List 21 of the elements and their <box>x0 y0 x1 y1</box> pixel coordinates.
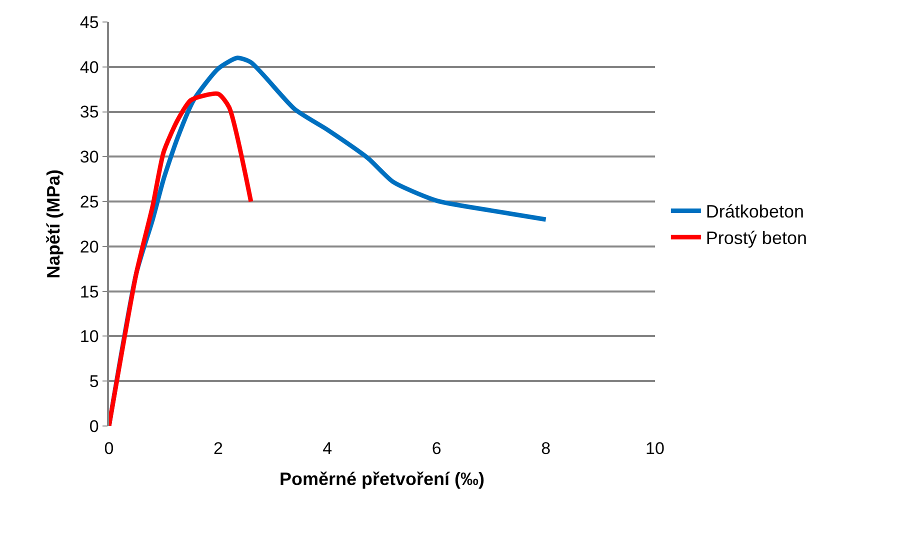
legend-label: Drátkobeton <box>706 202 804 222</box>
x-tick-label: 10 <box>646 439 664 458</box>
y-tick-label: 15 <box>80 282 99 302</box>
y-tick-label: 45 <box>80 12 99 32</box>
x-axis-title: Poměrné přetvoření (‰) <box>279 469 485 490</box>
legend-label: Prostý beton <box>706 228 807 248</box>
x-tick-label: 8 <box>541 439 551 458</box>
x-tick-label: 4 <box>322 439 332 458</box>
y-tick-label: 35 <box>80 102 99 122</box>
y-tick-label: 40 <box>80 58 99 77</box>
y-tick-label: 5 <box>89 372 99 392</box>
x-tick-label: 0 <box>104 439 114 458</box>
line-series <box>109 91 254 426</box>
y-tick-label: 30 <box>80 148 99 167</box>
x-tick-label: 6 <box>432 439 442 458</box>
y-tick-label: 10 <box>80 327 99 346</box>
y-axis-title: Napětí (MPa) <box>44 169 64 279</box>
x-tick-label: 2 <box>213 439 223 458</box>
y-tick-label: 20 <box>80 237 99 256</box>
y-tick-label: 25 <box>80 192 99 212</box>
y-tick-label: 0 <box>89 416 99 436</box>
